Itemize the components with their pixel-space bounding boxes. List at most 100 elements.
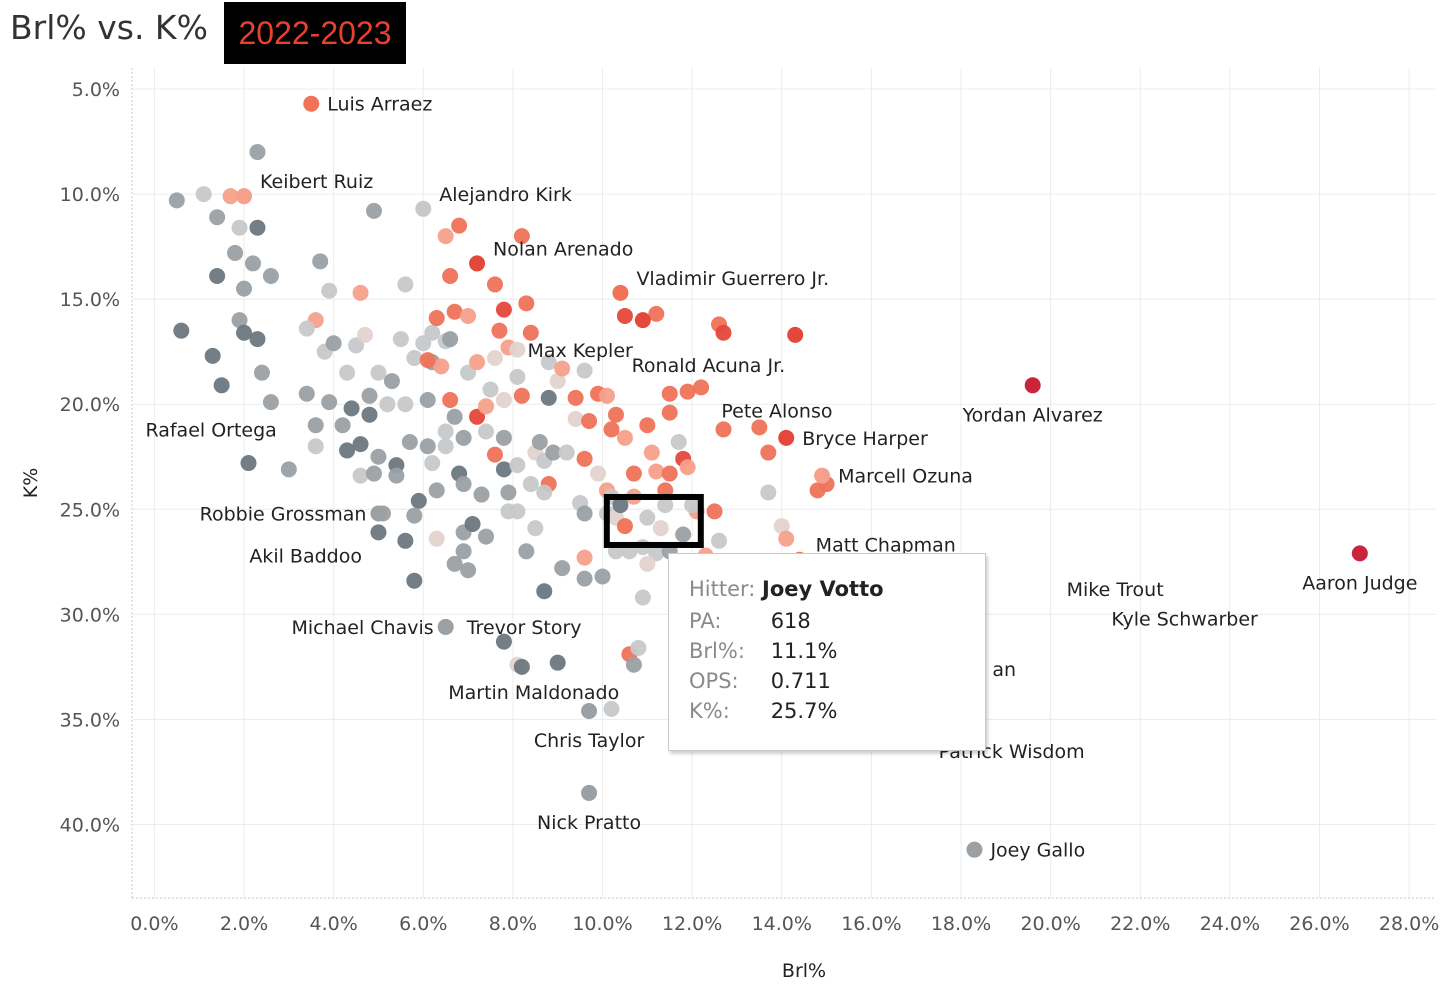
data-point [491,322,508,339]
point-label: Chris Taylor [534,730,645,752]
data-point [244,255,261,272]
data-point [365,465,382,482]
year-range-badge: 2022-2023 [224,2,406,64]
data-point [406,349,423,366]
data-point [590,465,607,482]
data-point [460,364,477,381]
data-point [536,583,553,600]
tooltip-value: Joey Votto [762,577,884,601]
data-point [693,379,710,396]
labeled-point [437,618,454,635]
data-point [339,442,356,459]
y-tick-label: 20.0% [60,394,120,416]
labeled-point [1024,377,1041,394]
y-tick-label: 40.0% [60,814,120,836]
data-point [545,444,562,461]
data-point [370,448,387,465]
data-point [298,385,315,402]
point-label: Joey Gallo [989,840,1085,862]
data-point [361,387,378,404]
y-tick-label: 15.0% [60,289,120,311]
labeled-point [581,784,598,801]
data-point [536,484,553,501]
data-point [406,507,423,524]
data-point [670,434,687,451]
data-point [236,280,253,297]
point-label: Akil Baddoo [249,545,362,567]
data-point [209,268,226,285]
data-point [339,364,356,381]
data-point [446,408,463,425]
data-point [639,509,656,526]
highlight-box [603,493,704,548]
point-label: Alejandro Kirk [439,184,572,206]
tooltip-value: 618 [770,609,811,633]
data-point [195,186,212,203]
tooltip-row-hitter: Hitter: Joey Votto [689,577,884,601]
data-point [495,429,512,446]
point-label: Nolan Arenado [493,238,633,260]
data-point [598,387,615,404]
point-label: Trevor Story [466,617,582,639]
data-point [513,228,530,245]
data-point [227,244,244,261]
data-point [424,324,441,341]
data-point [236,324,253,341]
data-point [442,331,459,348]
x-tick-label: 18.0% [931,913,991,935]
data-point [419,352,436,369]
data-point [486,446,503,463]
data-point [715,421,732,438]
data-point [437,423,454,440]
x-tick-label: 26.0% [1289,913,1349,935]
point-label: Mike Trout [1067,579,1164,601]
data-point [679,383,696,400]
tooltip-row-ops: OPS: 0.711 [689,669,831,693]
data-point [213,377,230,394]
data-point [778,530,795,547]
point-label: Yordan Alvarez [962,404,1103,426]
x-tick-label: 14.0% [752,913,812,935]
data-point [307,417,324,434]
data-point [531,434,548,451]
data-point [661,465,678,482]
x-tick-label: 16.0% [841,913,901,935]
point-label: Bryce Harper [802,428,928,450]
data-point [684,497,701,514]
data-point [410,492,427,509]
data-point [397,396,414,413]
point-label: Martin Maldonado [448,682,619,704]
data-point [751,419,768,436]
data-point [639,417,656,434]
data-point [209,209,226,226]
point-label: Kyle Schwarber [1111,609,1258,631]
data-point [567,410,584,427]
data-point [652,520,669,537]
data-point [361,406,378,423]
data-point [424,455,441,472]
labeled-point [236,188,253,205]
x-tick-label: 4.0% [310,913,358,935]
data-point [616,518,633,535]
data-point [451,217,468,234]
data-point [455,476,472,493]
data-point [262,268,279,285]
labeled-point [634,312,651,329]
data-point [581,413,598,430]
labeled-point [966,841,983,858]
data-point [222,188,239,205]
data-point [446,555,463,572]
x-tick-label: 10.0% [572,913,632,935]
data-point [482,381,499,398]
data-point [383,373,400,390]
data-point [661,385,678,402]
data-point [540,389,557,406]
y-axis-title: K% [20,468,42,499]
x-tick-label: 22.0% [1110,913,1170,935]
data-point [469,354,486,371]
data-point [406,572,423,589]
tooltip-key: OPS: [689,669,739,693]
data-point [240,455,257,472]
data-point [388,467,405,484]
data-point [428,482,445,499]
